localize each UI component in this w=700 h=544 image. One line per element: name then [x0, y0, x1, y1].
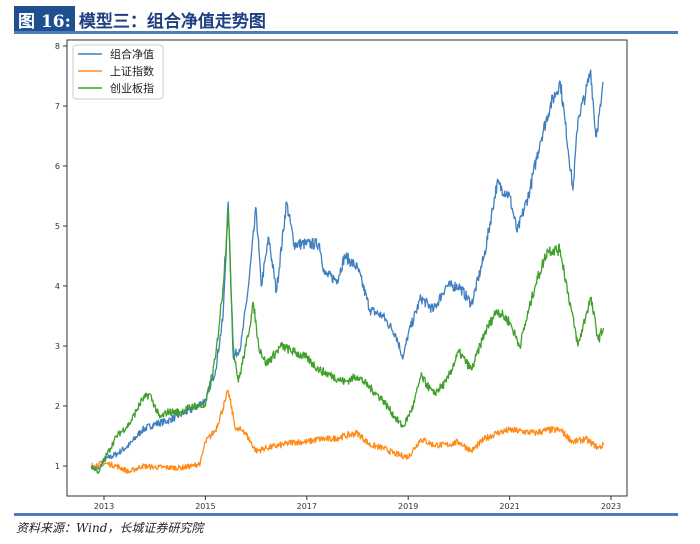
y-tick-label: 1: [55, 462, 60, 471]
series-line-2: [90, 207, 605, 474]
figure-number: 图 16:: [14, 5, 75, 33]
x-tick-label: 2023: [601, 502, 621, 511]
y-tick-label: 6: [55, 162, 60, 171]
y-tick-label: 3: [55, 342, 60, 351]
footer-divider: [14, 513, 678, 516]
series-line-1: [90, 389, 605, 475]
legend-label: 组合净值: [110, 47, 154, 61]
x-tick-label: 2017: [297, 502, 317, 511]
figure-title: 图 16: 模型三：组合净值走势图: [14, 5, 266, 33]
legend-box: [72, 44, 164, 100]
legend-label: 上证指数: [110, 64, 154, 78]
y-tick-label: 7: [55, 102, 60, 111]
y-tick-label: 5: [55, 222, 60, 231]
x-tick-label: 2013: [94, 502, 114, 511]
y-tick-label: 4: [55, 282, 60, 291]
title-divider: [14, 31, 678, 34]
figure-title-text: 模型三：组合净值走势图: [78, 11, 266, 32]
x-tick-label: 2019: [398, 502, 418, 511]
y-tick-label: 2: [55, 402, 60, 411]
source-note: 资料来源：Wind，长城证券研究院: [16, 521, 204, 535]
y-tick-label: 8: [55, 42, 60, 51]
x-tick-label: 2015: [195, 502, 215, 511]
x-tick-label: 2021: [499, 502, 519, 511]
legend-label: 创业板指: [110, 81, 154, 95]
